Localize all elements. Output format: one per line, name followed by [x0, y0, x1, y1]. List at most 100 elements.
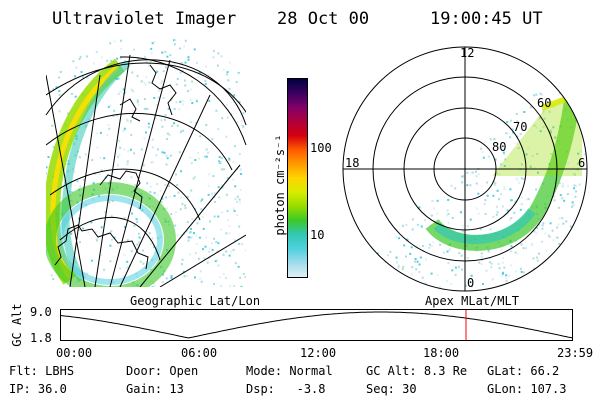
- speckle-dot: [152, 246, 155, 249]
- speckle-dot: [157, 96, 160, 99]
- speckle-dot: [397, 264, 400, 267]
- speckle-dot: [557, 223, 560, 226]
- speckle-dot: [175, 101, 178, 104]
- speckle-dot: [569, 225, 572, 228]
- speckle-dot: [471, 171, 474, 174]
- speckle-dot: [138, 241, 141, 244]
- speckle-dot: [82, 76, 84, 79]
- speckle-dot: [20, 124, 22, 126]
- altitude-ytick-high: 9.0: [30, 305, 52, 319]
- altitude-xtick-4: 23:59: [557, 346, 594, 360]
- speckle-dot: [156, 194, 159, 197]
- speckle-dot: [7, 214, 9, 216]
- speckle-dot: [214, 260, 217, 263]
- speckle-dot: [76, 180, 79, 183]
- speckle-dot: [43, 163, 45, 165]
- speckle-dot: [36, 215, 38, 217]
- speckle-dot: [508, 275, 511, 277]
- speckle-dot: [553, 199, 556, 202]
- speckle-dot: [500, 163, 503, 166]
- speckle-dot: [450, 184, 453, 187]
- speckle-dot: [245, 82, 246, 85]
- speckle-dot: [142, 164, 145, 167]
- speckle-dot: [139, 260, 142, 263]
- speckle-dot: [178, 151, 181, 154]
- speckle-dot: [519, 267, 522, 270]
- speckle-dot: [212, 49, 215, 52]
- speckle-dot: [140, 148, 143, 151]
- speckle-dot: [230, 250, 233, 253]
- speckle-dot: [500, 193, 503, 196]
- speckle-dot: [153, 97, 156, 99]
- speckle-dot: [237, 265, 240, 268]
- speckle-dot: [104, 211, 107, 214]
- speckle-dot: [247, 203, 249, 205]
- speckle-dot: [258, 262, 260, 264]
- info-ip: IP: 36.0: [9, 382, 67, 396]
- speckle-dot: [500, 248, 503, 251]
- speckle-dot: [72, 60, 75, 63]
- speckle-dot: [217, 52, 220, 55]
- speckle-dot: [150, 161, 153, 164]
- speckle-dot: [23, 260, 25, 262]
- speckle-dot: [430, 214, 433, 217]
- speckle-dot: [156, 104, 159, 106]
- speckle-dot: [233, 209, 236, 212]
- speckle-dot: [490, 266, 492, 269]
- speckle-dot: [254, 283, 256, 285]
- speckle-dot: [189, 99, 192, 102]
- left-caption: Geographic Lat/Lon: [130, 294, 261, 308]
- speckle-dot: [232, 207, 235, 210]
- speckle-dot: [542, 125, 545, 128]
- speckle-dot: [480, 255, 483, 258]
- speckle-dot: [117, 77, 120, 80]
- speckle-dot: [199, 71, 202, 74]
- speckle-dot: [432, 241, 435, 244]
- speckle-dot: [503, 165, 506, 167]
- speckle-dot: [92, 182, 95, 185]
- altitude-plot: [60, 309, 573, 341]
- speckle-dot: [245, 249, 246, 252]
- speckle-dot: [187, 56, 190, 59]
- speckle-dot: [252, 227, 254, 229]
- speckle-dot: [179, 131, 182, 134]
- speckle-dot: [74, 95, 77, 98]
- mlat-label-60: 60: [537, 96, 552, 110]
- speckle-dot: [493, 183, 496, 186]
- speckle-dot: [532, 257, 535, 260]
- speckle-dot: [166, 207, 168, 210]
- speckle-dot: [505, 132, 508, 135]
- speckle-dot: [204, 83, 207, 85]
- speckle-dot: [17, 202, 19, 204]
- speckle-dot: [213, 237, 215, 240]
- polar-auroral-oval-core: [433, 208, 536, 244]
- speckle-dot: [67, 112, 69, 115]
- speckle-dot: [24, 204, 26, 206]
- speckle-dot: [403, 244, 406, 247]
- speckle-dot: [205, 148, 208, 151]
- speckle-dot: [137, 103, 140, 106]
- speckle-dot: [555, 236, 558, 239]
- polar-auroral-dayside: [492, 86, 582, 176]
- speckle-dot: [541, 224, 544, 227]
- speckle-dot: [395, 236, 398, 239]
- speckle-dot: [519, 133, 522, 136]
- speckle-dot: [247, 247, 249, 249]
- speckle-dot: [232, 161, 235, 164]
- speckle-dot: [117, 92, 120, 95]
- speckle-dot: [258, 134, 260, 136]
- speckle-dot: [505, 280, 508, 283]
- speckle-dot: [42, 96, 44, 98]
- speckle-dot: [174, 39, 177, 42]
- speckle-dot: [179, 208, 182, 211]
- speckle-dot: [32, 183, 34, 185]
- speckle-dot: [143, 107, 146, 110]
- speckle-dot: [74, 75, 77, 78]
- speckle-dot: [549, 131, 552, 134]
- speckle-dot: [402, 265, 405, 268]
- speckle-dot: [484, 212, 487, 215]
- speckle-dot: [249, 84, 251, 86]
- speckle-dot: [194, 159, 197, 161]
- speckle-dot: [149, 191, 152, 193]
- speckle-dot: [520, 177, 523, 180]
